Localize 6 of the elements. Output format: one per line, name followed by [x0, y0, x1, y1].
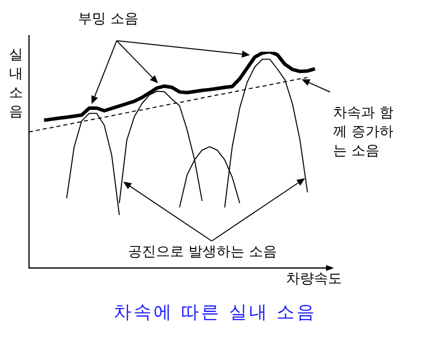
- annotation: 공진으로 발생하는 소음: [128, 243, 278, 262]
- text: 부밍 소음: [78, 10, 140, 29]
- text: 차속과 함께 증가하는 소음: [333, 104, 394, 161]
- text: 차속에 따른 실내 소음: [112, 301, 318, 324]
- y-axis-title: 실내소음: [8, 46, 24, 122]
- x-axis-title: 차량속도: [286, 270, 342, 288]
